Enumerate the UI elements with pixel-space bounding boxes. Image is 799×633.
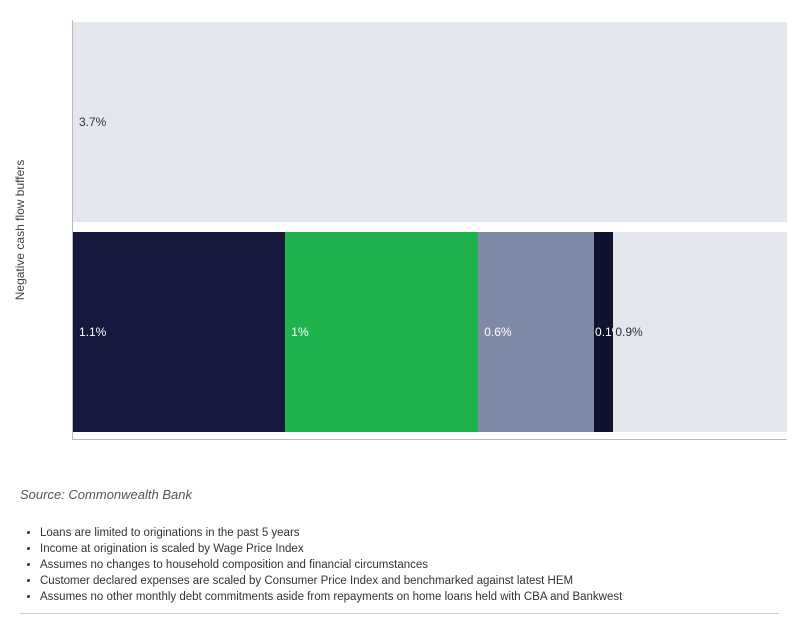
- bar-segment-label: 1.1%: [79, 325, 106, 339]
- note-item: Loans are limited to originations in the…: [40, 525, 779, 541]
- bar-segment-label: 0.9%: [613, 232, 642, 432]
- bar-segment: 1%: [285, 232, 478, 432]
- chart-area: Negative cash flow buffers 3.7% 1.1%1%0.…: [50, 20, 787, 440]
- bar-segment-label: 3.7%: [79, 115, 106, 129]
- note-item: Assumes no changes to household composit…: [40, 557, 779, 573]
- y-axis-label: Negative cash flow buffers: [13, 160, 27, 301]
- note-item: Customer declared expenses are scaled by…: [40, 573, 779, 589]
- bar-segment: 3.7%: [73, 22, 787, 222]
- bar-row-0: 3.7%: [73, 22, 787, 222]
- notes-list: Loans are limited to originations in the…: [20, 525, 779, 605]
- bar-segment: 1.1%: [73, 232, 285, 432]
- bar-row-1: 1.1% 1% 0.6% 0.1%0.9%: [73, 232, 787, 432]
- note-item: Assumes no other monthly debt commitment…: [40, 589, 779, 605]
- notes-section: Loans are limited to originations in the…: [20, 525, 779, 614]
- note-item: Income at origination is scaled by Wage …: [40, 541, 779, 557]
- bar-segment: 0.1%: [594, 232, 613, 432]
- source-text: Source: Commonwealth Bank: [20, 487, 192, 502]
- bar-segment: 0.6%: [478, 232, 594, 432]
- plot: 3.7% 1.1% 1% 0.6% 0.1%0.9%: [72, 20, 787, 440]
- bar-segment-label: 1%: [291, 325, 308, 339]
- bar-segment-label: 0.6%: [484, 325, 511, 339]
